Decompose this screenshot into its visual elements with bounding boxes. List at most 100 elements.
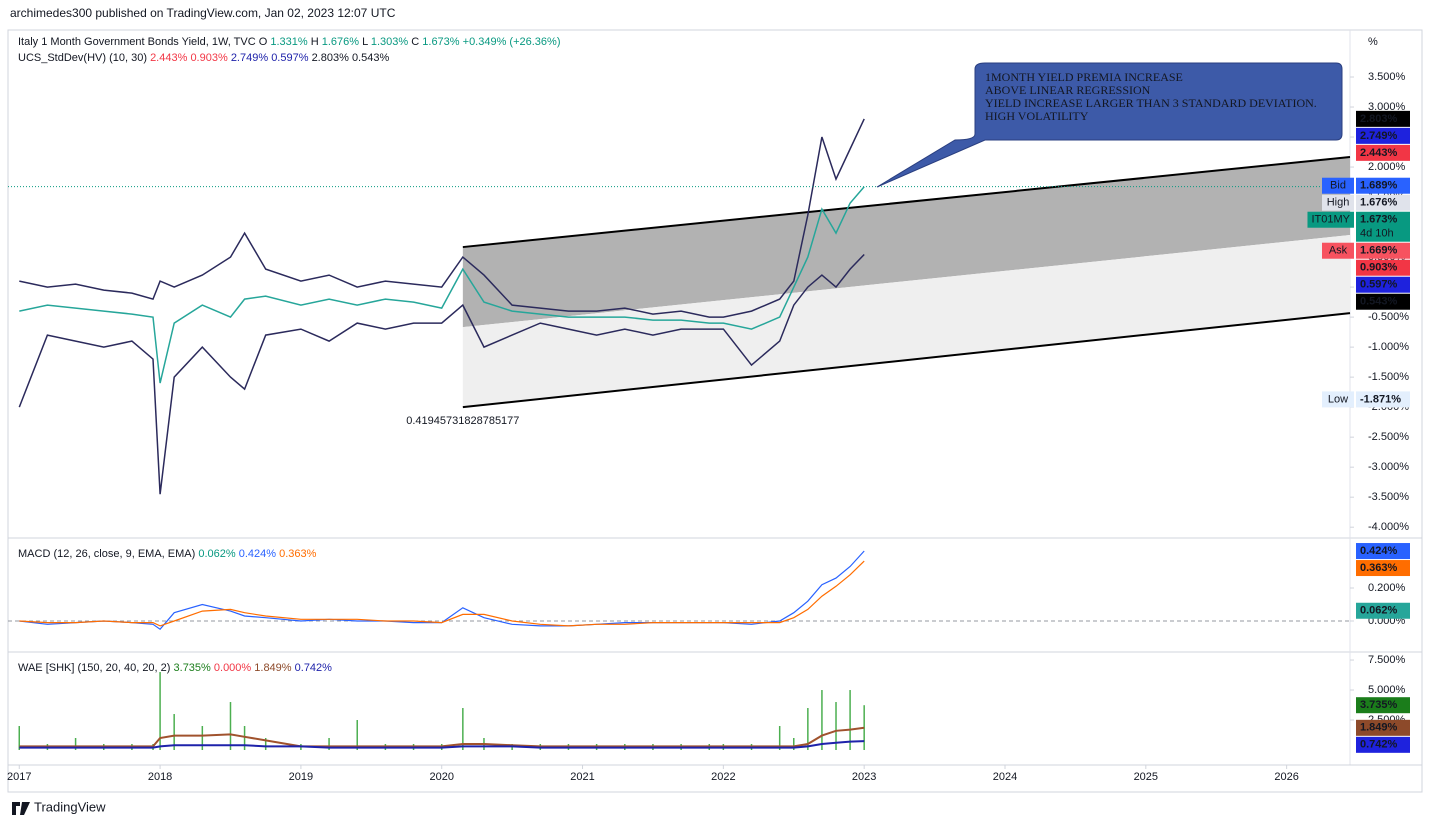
legend-item: 1.331% [270,36,308,48]
price-tag-name-box [1322,177,1354,194]
wae-line [19,740,865,749]
y-tick-label: -3.000% [1368,461,1409,473]
price-tag [1356,127,1410,144]
price-tag-name: Bid [1330,180,1346,192]
x-tick-label: 2022 [711,771,735,783]
price-tag-label: -1.871% [1360,393,1401,405]
price-tag [1356,194,1410,211]
y-tick-label: -2.500% [1368,431,1409,443]
legend: MACD (12, 26, close, 9, EMA, EMA) 0.062%… [18,548,317,560]
price-tag [1356,211,1410,242]
channel-upper-fill [462,157,1351,328]
legend-item: Italy 1 Month Government Bonds Yield, 1W… [18,36,256,48]
chart-frame [7,29,1423,793]
price-tag [1356,242,1410,259]
legend-item: 0.000% [214,662,252,674]
price-tag [1356,177,1410,194]
legend-item: 0.363% [279,548,317,560]
legend-item: 0.062% [198,548,236,560]
legend-item: 3.735% [174,662,212,674]
callout-text: ABOVE LINEAR REGRESSION [985,83,1151,97]
price-tag-name: Ask [1329,245,1348,257]
x-tick-label: 2018 [148,771,172,783]
macd-line [19,560,865,627]
legend-item: 2.749% [231,52,269,64]
price-tag-name: IT01MY [1311,214,1350,226]
price-tag [1356,110,1410,127]
legend-item: 1.849% [254,662,292,674]
x-tick-label: 2023 [852,771,876,783]
legend-item: 0.424% [239,548,277,560]
price-tag-label: 1.669% [1360,245,1398,257]
legend-item: MACD (12, 26, close, 9, EMA, EMA) [18,548,195,560]
regression-label: 0.41945731828785177 [406,415,519,427]
price-tag-label: 2.749% [1360,130,1398,142]
price-tag-label: 0.062% [1360,605,1398,617]
x-tick-label: 2024 [993,771,1017,783]
legend-item: O [259,36,268,48]
legend-item: 2.803% [312,52,350,64]
y-tick-label: 3.000% [1368,101,1406,113]
price-tag [1356,719,1410,736]
channel-lower [462,312,1351,409]
price-tag-label: 0.424% [1360,545,1398,557]
x-tick-label: 2021 [570,771,594,783]
series-line [18,253,865,495]
logo-icon [12,802,30,815]
price-tag [1356,144,1410,161]
price-tag [1356,560,1410,577]
legend: Italy 1 Month Government Bonds Yield, 1W… [18,36,561,48]
y-tick-label: 7.500% [1368,654,1406,666]
y-tick-label: 0.200% [1368,582,1406,594]
price-tag-countdown: 4d 10h [1360,228,1394,240]
price-tag-label: 0.363% [1360,562,1398,574]
price-tag-label: 0.742% [1360,739,1398,751]
channel-lower-fill [462,235,1351,408]
price-tag-name-box [1322,194,1354,211]
legend-item: 0.903% [190,52,228,64]
y-tick-label: -3.500% [1368,491,1409,503]
price-tag [1356,391,1410,408]
price-tag-label: 1.849% [1360,722,1398,734]
price-tag-label: 0.543% [1360,296,1398,308]
channel-upper [462,156,1351,249]
price-tag-label: 2.443% [1360,147,1398,159]
price-tag-label: 1.689% [1360,180,1398,192]
x-tick-label: 2017 [7,771,31,783]
series-line [19,118,865,318]
legend-item: WAE [SHK] (150, 20, 40, 20, 2) [18,662,170,674]
legend: UCS_StdDev(HV) (10, 30) 2.443% 0.903% 2.… [18,52,389,64]
price-tag-label: 1.673% [1360,214,1398,226]
callout-text: YIELD INCREASE LARGER THAN 3 STANDARD DE… [985,96,1317,110]
x-tick-label: 2019 [289,771,313,783]
y-tick-label: -1.500% [1368,371,1409,383]
x-tick-label: 2020 [429,771,453,783]
y-tick-label: -0.500% [1368,311,1409,323]
price-tag [1356,736,1410,753]
price-tag-name: Low [1328,393,1348,405]
y-tick-label: -4.000% [1368,521,1409,533]
y-tick-label: 2.000% [1368,161,1406,173]
price-tag-name-box [1307,211,1354,228]
y-tick-label: 3.500% [1368,71,1406,83]
y-tick-label: -1.000% [1368,341,1409,353]
legend-item: UCS_StdDev(HV) (10, 30) [18,52,147,64]
price-tag-name-box [1322,391,1354,408]
price-tag [1356,697,1410,714]
legend-item: 0.597% [271,52,309,64]
wae-line [19,726,865,748]
legend-item: 0.543% [352,52,390,64]
x-tick-label: 2025 [1134,771,1158,783]
legend-item: 1.676% [322,36,360,48]
header: archimedes300 published on TradingView.c… [10,6,396,20]
price-tag [1356,276,1410,293]
legend-item: 1.303% [371,36,409,48]
callout [876,62,1343,188]
price-tag [1356,259,1410,276]
price-tag-label: 2.803% [1360,113,1398,125]
callout-text: 1MONTH YIELD PREMIA INCREASE [985,70,1183,84]
price-tag-label: 1.676% [1360,197,1398,209]
legend: WAE [SHK] (150, 20, 40, 20, 2) 3.735% 0.… [18,662,332,674]
